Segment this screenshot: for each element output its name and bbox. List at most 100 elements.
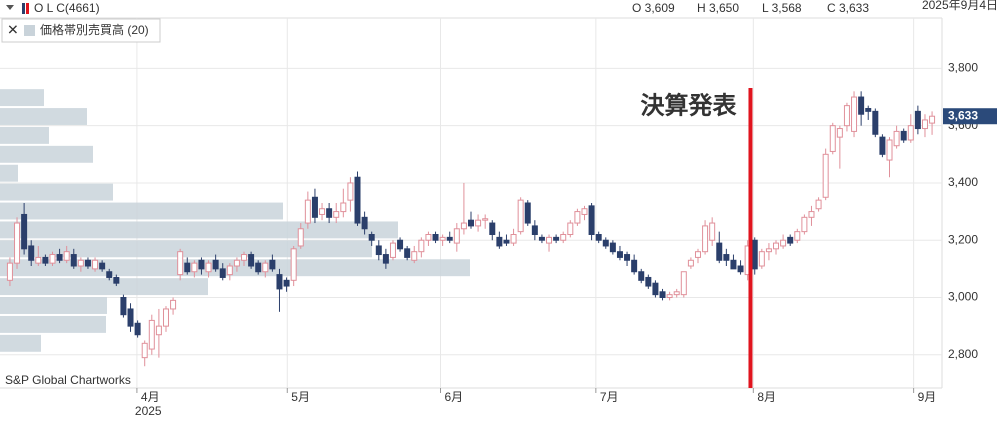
candle-body xyxy=(730,259,737,270)
year-label: 2025 xyxy=(135,404,162,418)
volume-profile-bar xyxy=(0,145,93,163)
ohlc-low: L 3,568 xyxy=(762,1,802,15)
candle-body xyxy=(609,242,616,253)
candle-body xyxy=(836,128,843,138)
volume-profile-bar xyxy=(0,297,107,314)
volume-profile-bar xyxy=(0,108,87,125)
candle-body xyxy=(787,236,794,244)
candle-body xyxy=(233,259,240,267)
candle-body xyxy=(304,199,311,224)
candle-body xyxy=(879,136,886,155)
candle-body xyxy=(177,251,184,276)
candle-body xyxy=(765,248,772,253)
earnings-label: 決算発表 xyxy=(640,91,737,119)
candle-body xyxy=(602,239,609,247)
candle-body xyxy=(907,125,914,141)
candle-body xyxy=(319,208,326,215)
plot xyxy=(0,18,942,388)
candle-body xyxy=(843,105,850,127)
candle-body xyxy=(418,239,425,253)
candle-body xyxy=(780,239,787,247)
candle-body xyxy=(248,254,255,267)
candle-body xyxy=(262,262,269,273)
candle-body xyxy=(340,202,347,213)
candle-body xyxy=(226,265,233,276)
symbol-icon xyxy=(22,3,25,14)
candle-body xyxy=(127,308,134,327)
date: 2025年9月4日 xyxy=(922,0,998,12)
volume-profile-bar xyxy=(0,183,113,201)
candle-body xyxy=(900,130,907,141)
candle-body xyxy=(716,242,723,261)
candle-body xyxy=(326,208,333,218)
candle-body xyxy=(858,96,865,115)
ohlc-close: C 3,633 xyxy=(827,1,869,15)
candle-body xyxy=(205,262,212,273)
x-tick-label: 4月 xyxy=(141,390,160,404)
candle-body xyxy=(822,153,829,198)
legend-swatch xyxy=(24,25,35,36)
candle-body xyxy=(361,216,368,230)
candle-body xyxy=(921,119,928,130)
candle-body xyxy=(496,236,503,247)
candle-body xyxy=(553,236,560,241)
candle-body xyxy=(709,222,716,241)
y-tick-label: 3,000 xyxy=(948,290,978,304)
candle-body xyxy=(106,271,113,278)
volume-profile-bar xyxy=(0,334,41,352)
y-tick-label: 2,800 xyxy=(948,347,978,361)
last-price-label: 3,633 xyxy=(948,108,978,122)
candle-body xyxy=(14,222,21,264)
candle-body xyxy=(468,219,474,227)
candle-body xyxy=(538,236,545,241)
legend-close[interactable]: ✕ xyxy=(7,22,19,38)
candle-body xyxy=(141,342,148,359)
volume-profile-bar xyxy=(0,240,372,258)
candle-body xyxy=(21,213,28,250)
candle-body xyxy=(567,222,574,236)
candle-body xyxy=(162,308,169,327)
candle-body xyxy=(588,205,595,236)
candle-body xyxy=(886,139,893,161)
candle-body xyxy=(56,254,63,261)
ohlc-high: H 3,650 xyxy=(697,1,739,15)
candle-body xyxy=(808,211,815,218)
candle-body xyxy=(751,239,758,270)
y-tick-label: 3,200 xyxy=(948,232,978,246)
candle-body xyxy=(694,251,701,258)
candle-body xyxy=(241,254,248,261)
candle-body xyxy=(84,259,91,267)
dropdown-icon[interactable] xyxy=(6,5,14,10)
symbol: O L C(4661) xyxy=(34,1,100,15)
x-tick-label: 7月 xyxy=(600,390,619,404)
candle-body xyxy=(475,219,482,227)
candle-body xyxy=(311,196,318,218)
candle-body xyxy=(680,271,687,296)
candle-body xyxy=(155,325,162,336)
symbol-icon xyxy=(26,3,29,14)
candle-body xyxy=(354,176,361,224)
candle-body xyxy=(375,245,382,256)
candle-body xyxy=(453,228,460,244)
ohlc-open: O 3,609 xyxy=(632,1,675,15)
volume-profile-bar xyxy=(0,89,44,107)
candle-body xyxy=(113,276,120,284)
candle-body xyxy=(645,276,652,287)
candle-body xyxy=(28,245,35,261)
candle-body xyxy=(184,262,191,273)
candle-body xyxy=(517,199,524,233)
candle-body xyxy=(893,130,900,147)
candle-body xyxy=(624,254,631,261)
candle-body xyxy=(794,231,801,241)
candle-body xyxy=(432,234,439,241)
candle-body xyxy=(63,251,70,261)
candle-body xyxy=(872,110,879,135)
candle-body xyxy=(758,251,765,267)
candle-body xyxy=(865,107,872,112)
candle-body xyxy=(6,262,13,281)
candle-body xyxy=(702,225,709,253)
volume-profile-bar xyxy=(0,164,18,182)
x-tick-label: 6月 xyxy=(444,390,463,404)
